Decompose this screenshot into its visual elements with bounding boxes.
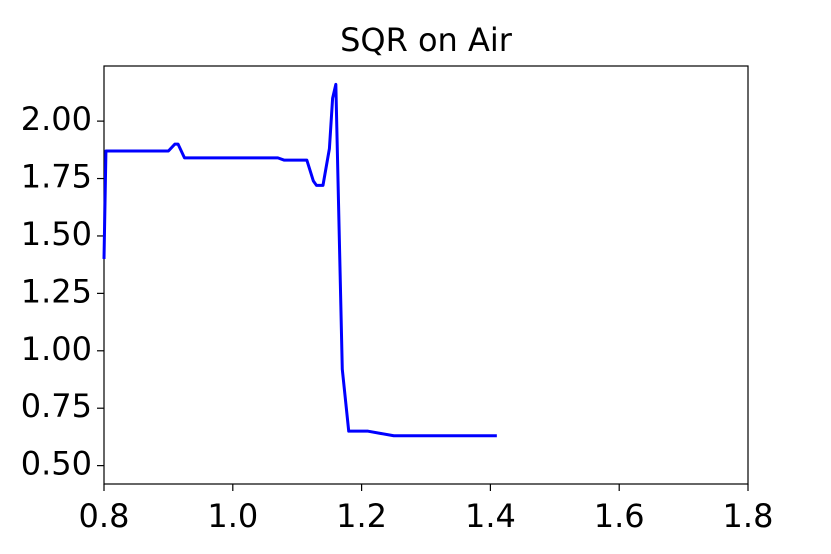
- x-tick-label: 1.6: [594, 497, 645, 535]
- x-tick-label: 0.8: [79, 497, 130, 535]
- data-line: [102, 82, 497, 438]
- plot-frame: [103, 65, 749, 485]
- x-tick-label: 1.0: [207, 497, 258, 535]
- x-tick-label: 1.8: [723, 497, 774, 535]
- y-tick-label: 0.50: [21, 445, 92, 483]
- y-tick-label: 1.25: [21, 272, 92, 310]
- chart-title: SQR on Air: [340, 21, 513, 59]
- y-tick-label: 1.75: [21, 158, 92, 196]
- y-tick-label: 1.00: [21, 330, 92, 368]
- x-tick-label: 1.2: [336, 497, 387, 535]
- y-tick-label: 1.50: [21, 215, 92, 253]
- y-tick-label: 0.75: [21, 387, 92, 425]
- x-tick-label: 1.4: [465, 497, 516, 535]
- y-tick-label: 2.00: [21, 100, 92, 138]
